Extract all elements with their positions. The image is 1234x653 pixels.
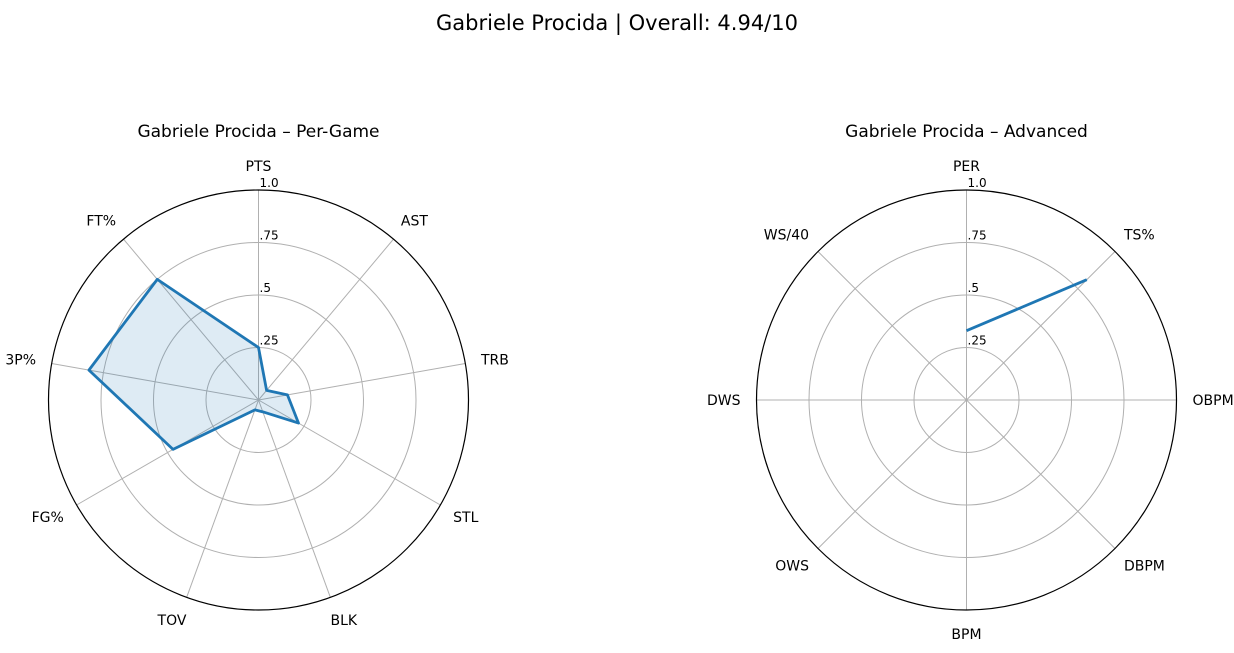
axis-label-ows: OWS xyxy=(775,558,809,574)
spoke-dbpm xyxy=(966,399,1116,549)
axis-label-ws-40: WS/40 xyxy=(764,228,809,244)
axis-label-ast: AST xyxy=(401,214,428,230)
tick-label: .5 xyxy=(968,281,979,295)
axis-label-per: PER xyxy=(953,159,980,175)
outer-ring xyxy=(755,189,1178,611)
axis-label-blk: BLK xyxy=(331,613,358,629)
axis-label-ts-pct: TS% xyxy=(1123,228,1155,244)
spoke-ts-pct xyxy=(966,251,1116,401)
radar-chart-per-game: Gabriele Procida – Per-Game .25 .5 .75 1.0PT… xyxy=(5,122,508,629)
spoke-3p-pct xyxy=(51,363,259,401)
axis-label-3p-pct: 3P% xyxy=(5,352,36,368)
axis-label-fg-pct: FG% xyxy=(32,510,64,526)
spoke-trb xyxy=(258,363,466,401)
chart-title: Gabriele Procida – Advanced xyxy=(845,122,1088,142)
axis-label-ft-pct: FT% xyxy=(86,214,116,230)
spoke-ows xyxy=(817,399,967,549)
series-line xyxy=(965,278,1088,332)
tick-label: .75 xyxy=(260,229,279,243)
axis-label-trb: TRB xyxy=(480,352,509,368)
chart-title: Gabriele Procida – Per-Game xyxy=(137,122,379,142)
spoke-fg-pct xyxy=(76,399,259,506)
series-line xyxy=(87,277,300,451)
axis-label-obpm: OBPM xyxy=(1193,393,1234,409)
axis-label-bpm: BPM xyxy=(951,627,981,643)
axis-label-tov: TOV xyxy=(157,613,187,629)
series-area xyxy=(88,279,299,450)
tick-label: 1.0 xyxy=(260,176,279,190)
outer-ring xyxy=(47,189,470,611)
axis-label-pts: PTS xyxy=(246,159,272,175)
spoke-tov xyxy=(186,399,259,598)
spoke-ws-40 xyxy=(817,251,967,401)
axis-label-dws: DWS xyxy=(707,393,741,409)
tick-label: .25 xyxy=(260,334,279,348)
radar-chart-advanced: Gabriele Procida – Advanced .25 .5 .75 1.0PE… xyxy=(707,122,1234,643)
tick-label: .5 xyxy=(260,281,271,295)
spoke-blk xyxy=(258,399,331,598)
tick-label: 1.0 xyxy=(968,176,987,190)
tick-label: .25 xyxy=(968,334,987,348)
tick-label: .75 xyxy=(968,229,987,243)
spoke-stl xyxy=(258,399,441,506)
spoke-ft-pct xyxy=(123,238,259,401)
axis-label-stl: STL xyxy=(453,510,478,526)
spoke-ast xyxy=(258,238,394,401)
figure-title: Gabriele Procida | Overall: 4.94/10 xyxy=(436,11,798,36)
axis-label-dbpm: DBPM xyxy=(1124,558,1165,574)
